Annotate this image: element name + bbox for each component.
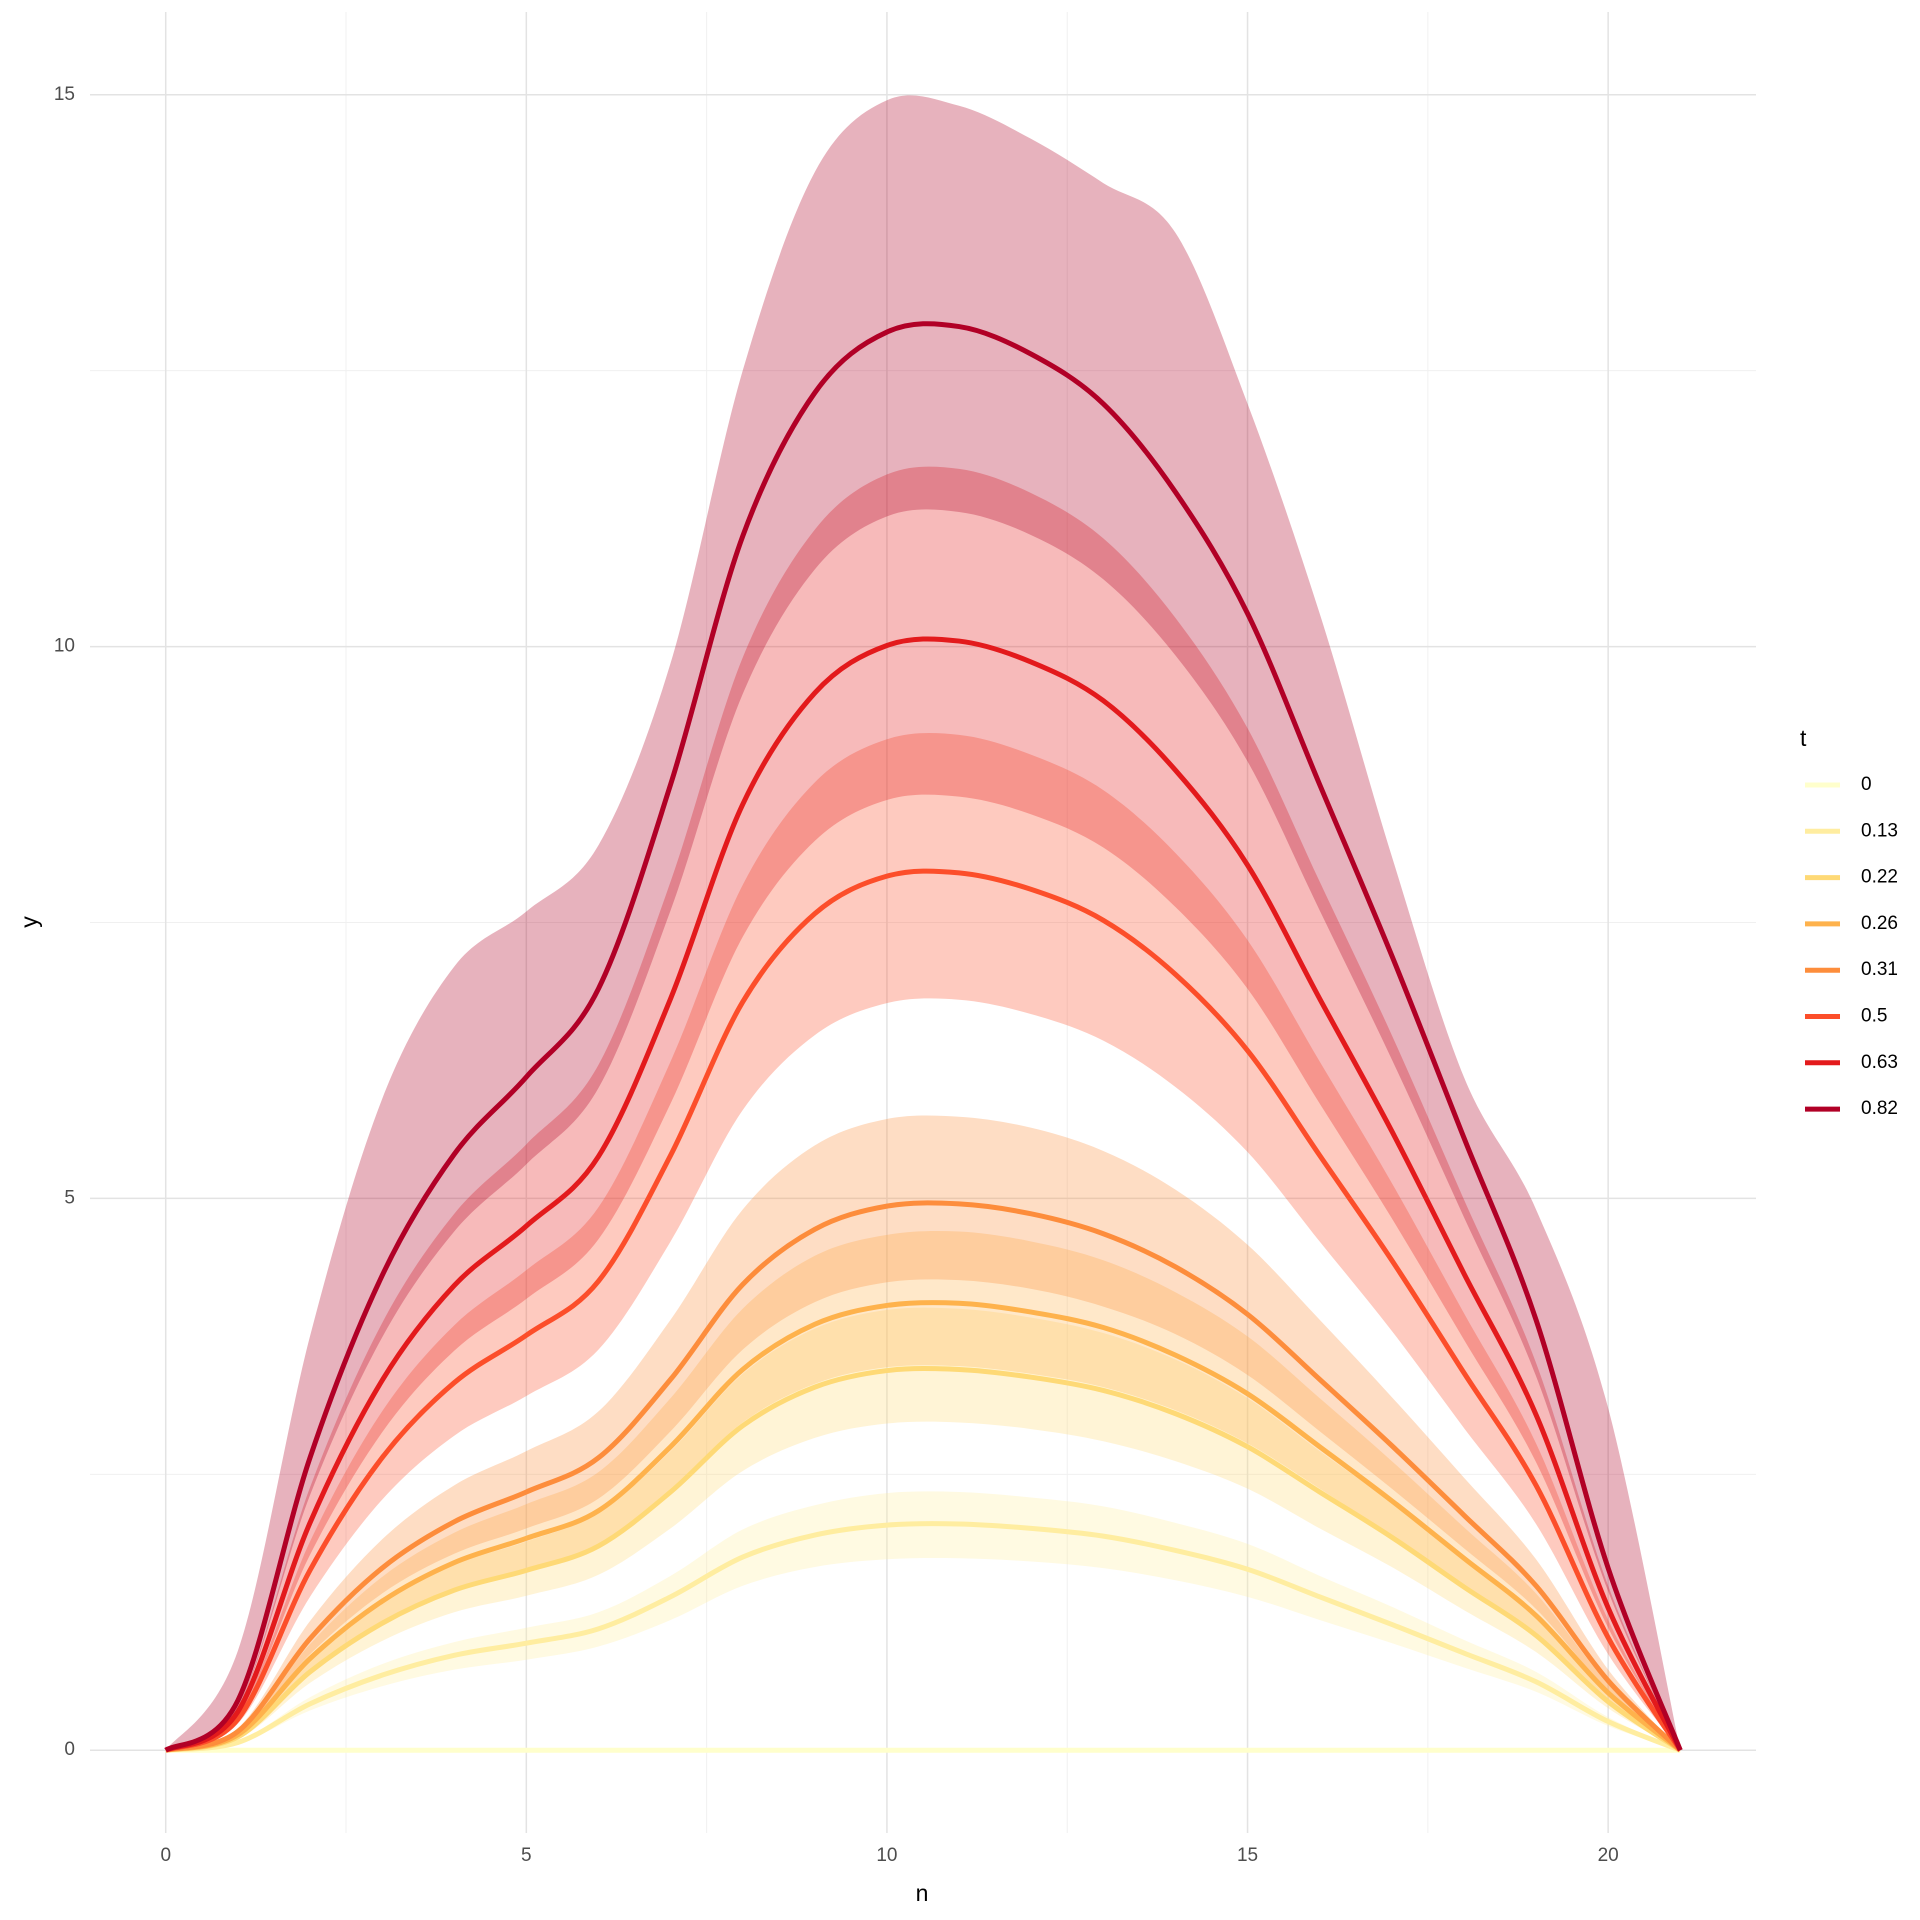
legend-label: 0.22 [1861, 867, 1898, 888]
legend-label: 0.26 [1861, 913, 1898, 934]
legend-label: 0.63 [1861, 1052, 1898, 1073]
axes: 0 5 10 15 20 0 5 10 15 [54, 84, 1619, 1866]
series-line [164, 868, 1683, 1753]
lines [164, 321, 1683, 1753]
x-axis-title: n [916, 1880, 929, 1906]
y-tick-label: 15 [54, 84, 75, 105]
series-line [164, 321, 1683, 1753]
series-line [165, 1200, 1683, 1753]
legend-label: 0.13 [1861, 820, 1898, 841]
x-tick-label: 0 [160, 1845, 171, 1866]
x-tick-label: 5 [521, 1845, 532, 1866]
series-line [165, 1521, 1682, 1753]
x-tick-label: 15 [1237, 1845, 1258, 1866]
y-tick-label: 5 [64, 1187, 75, 1208]
legend: t 0 0.13 0.22 0.26 0.31 0.5 0.63 0.82 [1800, 725, 1898, 1119]
series-line [165, 1366, 1682, 1753]
legend-label: 0.5 [1861, 1006, 1887, 1027]
legend-label: 0.82 [1861, 1098, 1898, 1119]
y-tick-label: 0 [64, 1739, 75, 1760]
legend-title: t [1800, 725, 1807, 751]
y-axis-title: y [16, 916, 42, 928]
legend-label: 0 [1861, 774, 1872, 795]
x-tick-label: 10 [876, 1845, 897, 1866]
series-line [165, 1300, 1682, 1753]
x-tick-label: 20 [1598, 1845, 1619, 1866]
legend-label: 0.31 [1861, 959, 1898, 980]
y-tick-label: 10 [54, 636, 75, 657]
series-line [164, 636, 1683, 1753]
